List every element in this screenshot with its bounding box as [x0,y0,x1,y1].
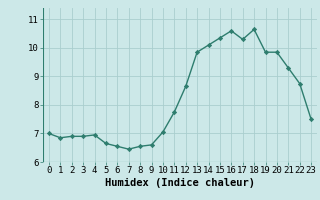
X-axis label: Humidex (Indice chaleur): Humidex (Indice chaleur) [105,178,255,188]
